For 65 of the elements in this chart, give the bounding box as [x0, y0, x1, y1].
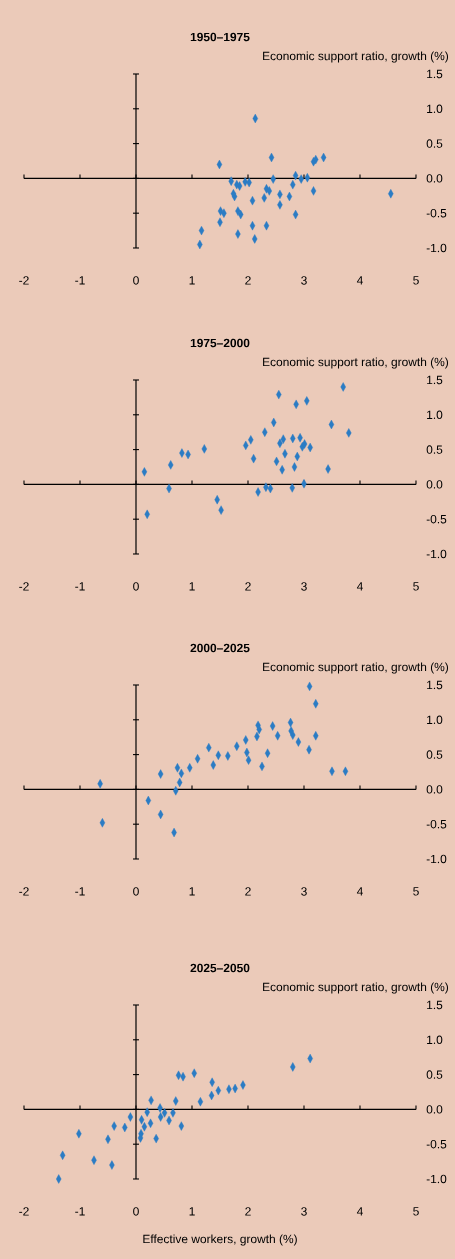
y-tick-label: 1.5 [427, 375, 443, 385]
x-tick-label: -1 [75, 582, 85, 591]
y-tick-label: -1.0 [426, 549, 447, 559]
y-tick-label: 1.0 [427, 104, 443, 114]
chart-title: 1975–2000 [190, 338, 250, 348]
y-tick-label: -1.0 [426, 1174, 447, 1184]
x-tick-label: -2 [19, 1207, 29, 1216]
x-tick-label: 0 [133, 582, 139, 591]
y-tick-label: 0.5 [426, 1070, 443, 1079]
x-tick-label: 5 [413, 1207, 419, 1216]
y-tick-label: 0.0 [426, 1105, 443, 1114]
y-tick-label: -0.5 [426, 819, 447, 829]
chart-title: 2000–2025 [190, 643, 250, 653]
y-tick-label: -1.0 [426, 854, 447, 864]
y-axis-title: Economic support ratio, growth (%) [263, 982, 449, 994]
x-tick-label: 2 [245, 1207, 251, 1216]
chart-title: 2025–2050 [190, 963, 250, 973]
x-tick-label: 3 [301, 887, 307, 896]
x-tick-label: 0 [133, 276, 139, 285]
x-tick-label: 1 [189, 1207, 195, 1216]
x-tick-label: 3 [301, 582, 307, 591]
y-tick-label: 1.5 [427, 680, 443, 690]
x-tick-label: 4 [356, 1207, 363, 1216]
x-tick-label: -2 [19, 276, 29, 285]
x-tick-label: -1 [75, 1207, 85, 1216]
y-axis-title: Economic support ratio, growth (%) [263, 357, 449, 369]
y-tick-label: -0.5 [426, 1139, 447, 1149]
y-tick-label: 0.5 [426, 139, 443, 148]
y-tick-label: 0.0 [426, 174, 443, 183]
x-axis-title: Effective workers, growth (%) [143, 1234, 297, 1246]
x-tick-label: -1 [75, 887, 85, 896]
y-tick-label: -1.0 [426, 243, 447, 253]
y-axis-title: Economic support ratio, growth (%) [263, 51, 449, 63]
y-tick-label: -0.5 [426, 208, 447, 218]
x-tick-label: 4 [356, 887, 363, 896]
x-tick-label: 0 [133, 1207, 139, 1216]
x-tick-label: 0 [133, 887, 139, 896]
x-tick-label: 5 [413, 887, 419, 896]
y-tick-label: 0.5 [426, 445, 443, 454]
y-tick-label: 0.0 [426, 480, 443, 489]
x-tick-label: 2 [245, 582, 251, 591]
x-tick-label: 2 [245, 887, 251, 896]
x-tick-label: 1 [189, 887, 195, 896]
y-tick-label: 1.5 [427, 69, 443, 79]
x-tick-label: 3 [301, 1207, 307, 1216]
x-tick-label: -2 [19, 582, 29, 591]
y-axis-title: Economic support ratio, growth (%) [263, 662, 449, 674]
x-tick-label: 4 [356, 582, 363, 591]
y-tick-label: 0.0 [426, 785, 443, 794]
y-tick-label: 1.5 [427, 1000, 443, 1010]
y-tick-label: 1.0 [427, 1035, 443, 1045]
y-tick-label: 0.5 [426, 750, 443, 759]
x-tick-label: 5 [413, 582, 419, 591]
x-tick-label: 2 [245, 276, 251, 285]
x-tick-label: 1 [189, 276, 195, 285]
y-tick-label: -0.5 [426, 514, 447, 524]
x-tick-label: 5 [413, 276, 419, 285]
x-tick-label: 4 [356, 276, 363, 285]
chart-title: 1950–1975 [190, 32, 250, 42]
x-tick-label: -1 [75, 276, 85, 285]
y-tick-label: 1.0 [427, 715, 443, 725]
x-tick-label: 1 [189, 582, 195, 591]
y-tick-label: 1.0 [427, 410, 443, 420]
x-tick-label: -2 [19, 887, 29, 896]
x-tick-label: 3 [301, 276, 307, 285]
